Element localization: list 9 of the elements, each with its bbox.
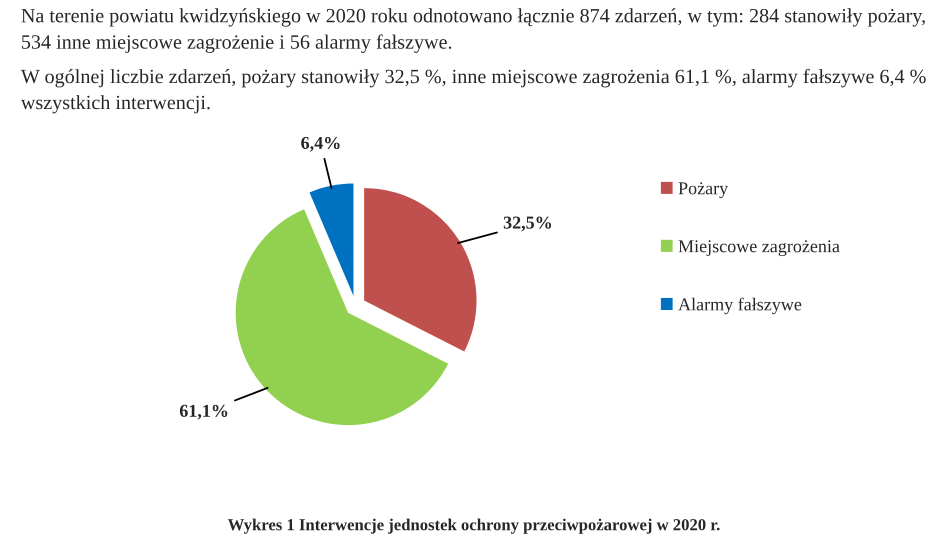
text: Na terenie powiatu kwidzyńskiego w 2020 roku odnotowano łącznie 874 zdarzeń, w tym: 284 stanowiły pożary, 534 inne miejscowe zagrożenie i 56 alarmy fałszywe. [21,8,925,53]
data-label: 6,4% [301,136,340,152]
legend-label: Alarmy fałszywe [678,298,802,314]
legend-label: Miejscowe zagrożenia [678,240,840,256]
text: Wykres 1 Interwencje jednostek ochrony przeciwpożarowej w 2020 r. [228,518,720,534]
legend-label: Pożary [678,182,728,198]
data-label: 32,5% [504,216,552,232]
data-label: 61,1% [180,404,228,420]
text: W ogólnej liczbie zdarzeń, pożary stanowiły 32,5 %, inne miejscowe zagrożenia 61,1 %, alarmy fałszywe 6,4 % wszystkich interwencji. [20,68,926,114]
